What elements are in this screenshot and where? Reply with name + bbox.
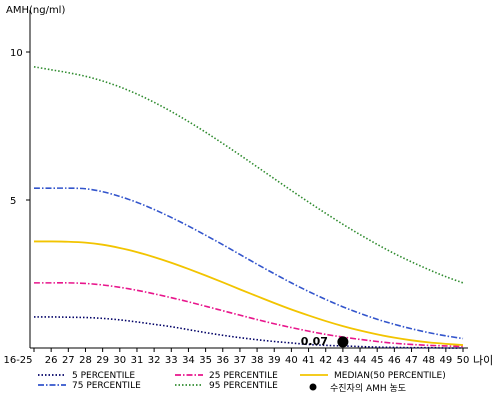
x-tick-label: 29 bbox=[96, 355, 109, 366]
series-line-25-percentile bbox=[34, 282, 464, 348]
x-tick-label: 36 bbox=[216, 355, 229, 366]
x-tick-label: 33 bbox=[165, 355, 178, 366]
x-tick-label: 42 bbox=[319, 355, 332, 366]
x-tick-label: 45 bbox=[371, 355, 384, 366]
legend-patient-label: 수진자의 AMH 농도 bbox=[330, 383, 406, 394]
x-tick-label: 32 bbox=[148, 355, 161, 366]
x-tick-label: 37 bbox=[234, 355, 247, 366]
legend-label-5-percentile: 5 PERCENTILE bbox=[72, 371, 135, 381]
series-line-75-percentile bbox=[33, 187, 464, 340]
x-tick-label: 30 bbox=[113, 355, 126, 366]
chart-legend: 5 PERCENTILE 25 PERCENTILE MEDIAN(50 PERCE… bbox=[38, 371, 446, 394]
x-tick-label: 41 bbox=[302, 355, 315, 366]
legend-label-25-percentile: 25 PERCENTILE bbox=[209, 371, 278, 381]
x-tick-label: 47 bbox=[405, 355, 418, 366]
x-tick-label: 34 bbox=[182, 355, 195, 366]
legend-patient-dot bbox=[309, 383, 317, 391]
x-tick-label: 49 bbox=[439, 355, 452, 366]
patient-marker-dot bbox=[337, 336, 349, 348]
y-tick-label: 10 bbox=[10, 48, 23, 59]
series-line-median-50-percentile bbox=[33, 240, 464, 346]
x-tick-label: 39 bbox=[268, 355, 281, 366]
chart-series bbox=[33, 66, 464, 349]
x-tick-label: 27 bbox=[62, 355, 75, 366]
series-line-5-percentile bbox=[33, 316, 464, 349]
x-tick-label: 43 bbox=[337, 355, 350, 366]
x-tick-label: 28 bbox=[79, 355, 92, 366]
x-tick-label: 40 bbox=[285, 355, 298, 366]
chart-axes: AMH(ng/ml) 10 5 16-25 26 27 28 29 30 31 32 33 34 35 36… bbox=[3, 5, 493, 367]
legend-label-75-percentile: 75 PERCENTILE bbox=[72, 381, 141, 391]
patient-marker: 0.07 bbox=[301, 335, 349, 348]
x-tick-label: 50 bbox=[457, 355, 470, 366]
legend-label-95-percentile: 95 PERCENTILE bbox=[209, 381, 278, 391]
x-tick-label: 31 bbox=[131, 355, 144, 366]
y-tick-label: 5 bbox=[10, 196, 16, 207]
x-tick-label: 48 bbox=[422, 355, 435, 366]
x-tick-label: 35 bbox=[199, 355, 212, 366]
x-axis-label: 나이 bbox=[473, 354, 493, 367]
patient-marker-value: 0.07 bbox=[301, 335, 328, 348]
legend-label-median-50-percentile: MEDIAN(50 PERCENTILE) bbox=[334, 371, 446, 381]
y-axis-label: AMH(ng/ml) bbox=[6, 5, 65, 16]
x-tick-label: 44 bbox=[354, 355, 367, 366]
x-tick-label: 26 bbox=[45, 355, 58, 366]
series-line-95-percentile bbox=[33, 66, 464, 284]
x-tick-label: 38 bbox=[251, 355, 264, 366]
x-tick-label: 16-25 bbox=[3, 355, 32, 366]
x-tick-label: 46 bbox=[388, 355, 401, 366]
